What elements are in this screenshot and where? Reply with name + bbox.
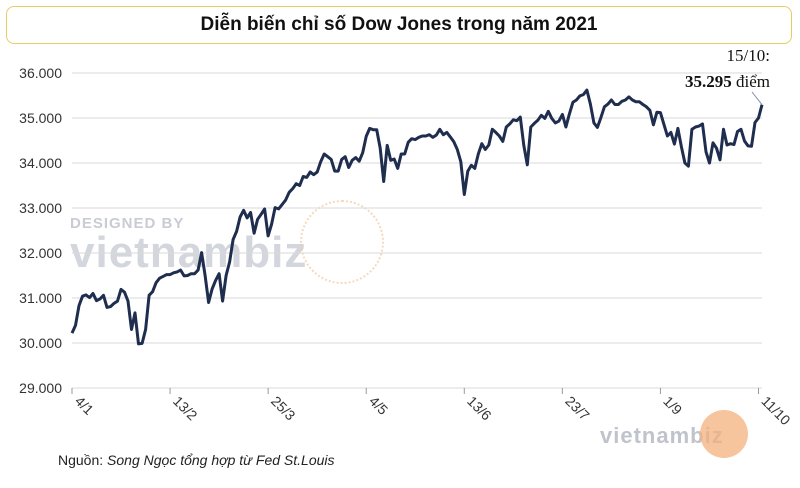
x-tick-label: 4/1 (72, 393, 97, 418)
annotation-leader-line (751, 91, 763, 106)
series-line-dow-jones (70, 88, 764, 346)
chart-title-box: Diễn biến chỉ số Dow Jones trong năm 202… (6, 6, 792, 44)
annotation-number: 35.295 (685, 72, 732, 91)
source-note: Nguồn: Song Ngọc tổng hợp từ Fed St.Loui… (58, 452, 335, 468)
y-tick-label: 30.000 (19, 335, 62, 351)
watermark-logo (300, 200, 384, 284)
x-tick-label: 1/9 (660, 393, 685, 418)
x-tick-label: 13/6 (464, 393, 495, 424)
x-tick-label: 25/3 (268, 393, 299, 424)
x-tick-label: 4/5 (366, 393, 391, 418)
x-tick-label: 13/2 (170, 393, 201, 424)
y-tick-label: 31.000 (19, 290, 62, 306)
chart-title: Diễn biến chỉ số Dow Jones trong năm 202… (200, 14, 598, 35)
y-tick-label: 36.000 (19, 65, 62, 81)
annotation-date: 15/10: (726, 46, 770, 65)
source-label: Nguồn: (58, 452, 104, 468)
dow-jones-line-chart: 29.000 30.000 31.000 32.000 33.000 34.000 35.0… (19, 65, 794, 429)
annotation-value: 35.295 điểm (620, 72, 770, 92)
y-tick-label: 35.000 (19, 110, 62, 126)
watermark-logo-small (700, 410, 748, 458)
y-tick-label: 29.000 (19, 380, 62, 396)
annotation-unit: điểm (736, 72, 770, 91)
source-text: Song Ngọc tổng hợp từ Fed St.Louis (107, 452, 335, 468)
y-tick-label: 32.000 (19, 245, 62, 261)
x-tick-label: 23/7 (562, 393, 593, 424)
y-tick-label: 33.000 (19, 200, 62, 216)
watermark-label: DESIGNED BY (70, 215, 185, 232)
x-tick-label: 11/10 (758, 393, 794, 429)
y-tick-label: 34.000 (19, 155, 62, 171)
